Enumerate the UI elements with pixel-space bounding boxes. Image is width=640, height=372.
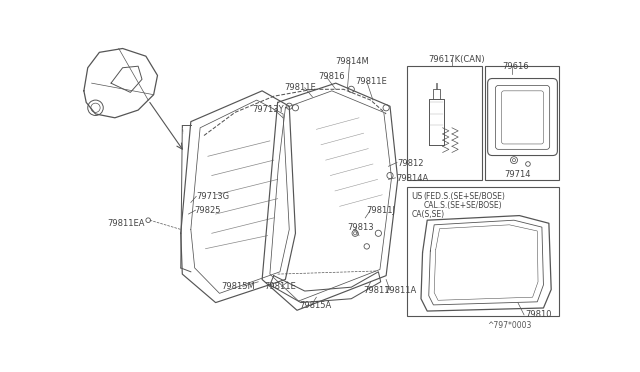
Text: US: US: [412, 192, 423, 201]
FancyBboxPatch shape: [502, 91, 543, 144]
Text: 79811A: 79811A: [384, 286, 416, 295]
Text: 79814M: 79814M: [336, 57, 369, 66]
Text: 79813: 79813: [348, 223, 374, 232]
Bar: [484, 66, 559, 180]
Text: CAL.S.(SE+SE/BOSE): CAL.S.(SE+SE/BOSE): [423, 201, 502, 210]
FancyBboxPatch shape: [495, 86, 550, 150]
Text: 79811E: 79811E: [264, 282, 296, 291]
Text: 79815M: 79815M: [221, 282, 255, 291]
Text: CA(S,SE): CA(S,SE): [412, 210, 445, 219]
Text: 79815A: 79815A: [300, 301, 332, 310]
Text: 79811EA: 79811EA: [107, 219, 145, 228]
Text: 79814A: 79814A: [396, 174, 428, 183]
Text: 79810: 79810: [525, 310, 552, 319]
Text: (FED.S.(SE+SE/BOSE): (FED.S.(SE+SE/BOSE): [423, 192, 505, 201]
Text: 79713Y: 79713Y: [252, 105, 284, 114]
Text: 79713G: 79713G: [196, 192, 229, 202]
Text: 79811J: 79811J: [367, 206, 396, 215]
Text: 79811E: 79811E: [355, 77, 387, 86]
Text: 79811E: 79811E: [284, 83, 316, 92]
Text: 79617K(CAN): 79617K(CAN): [429, 55, 485, 64]
Text: 79714: 79714: [505, 170, 531, 179]
Bar: [407, 187, 559, 317]
Text: 79616: 79616: [502, 62, 529, 71]
Text: 79825: 79825: [195, 206, 221, 215]
FancyBboxPatch shape: [488, 78, 557, 155]
Bar: [407, 66, 482, 180]
Text: ^797*0003: ^797*0003: [487, 321, 531, 330]
Text: 79811: 79811: [363, 286, 389, 295]
Text: 79812: 79812: [397, 159, 424, 169]
Text: 79816: 79816: [319, 73, 346, 81]
